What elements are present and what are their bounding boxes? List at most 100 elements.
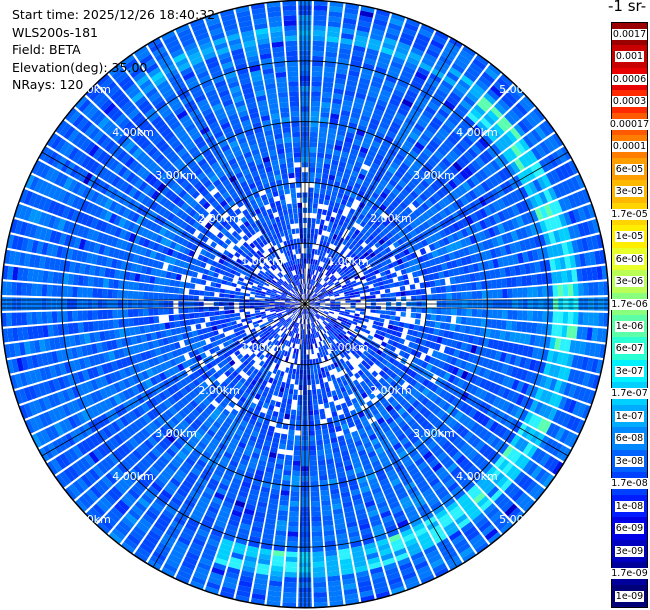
range-gate	[369, 291, 376, 296]
range-gate	[448, 165, 459, 176]
range-gate	[465, 215, 474, 225]
range-gate	[322, 86, 333, 93]
range-gate	[193, 289, 200, 296]
range-gate	[343, 267, 350, 274]
range-gate	[291, 373, 296, 380]
range-gate	[436, 336, 443, 344]
range-gate	[315, 304, 321, 306]
range-gate	[378, 223, 386, 231]
range-gate	[339, 255, 345, 262]
range-gate	[323, 438, 331, 445]
range-gate	[390, 306, 397, 311]
range-gate	[349, 292, 355, 296]
range-gate	[443, 346, 451, 355]
range-gate	[315, 304, 321, 306]
range-gate	[225, 318, 232, 323]
range-gate	[316, 444, 324, 451]
range-gate	[577, 387, 587, 402]
range-gate	[298, 384, 303, 391]
range-gate	[571, 239, 579, 254]
range-gate	[416, 358, 424, 367]
range-gate	[557, 366, 566, 380]
range-gate	[259, 300, 265, 303]
range-gate	[568, 433, 579, 449]
range-gate	[357, 151, 367, 159]
range-gate	[259, 305, 265, 308]
range-gate	[577, 283, 584, 296]
range-gate	[567, 368, 576, 383]
range-gate	[277, 391, 284, 398]
range-gate	[398, 338, 406, 345]
range-gate	[407, 167, 417, 177]
range-gate	[342, 317, 348, 322]
range-gate	[344, 136, 354, 144]
range-gate	[421, 307, 427, 314]
range-gate	[505, 164, 517, 177]
range-gate	[280, 326, 286, 331]
range-gate	[148, 308, 154, 316]
range-gate	[286, 444, 294, 451]
range-gate	[506, 377, 515, 389]
range-gate	[363, 204, 371, 212]
range-gate	[375, 8, 391, 18]
range-gate	[325, 148, 334, 155]
range-gate	[433, 241, 441, 250]
range-gate	[312, 55, 324, 62]
range-gate	[382, 279, 389, 285]
range-gate	[576, 238, 584, 253]
range-gate	[547, 187, 558, 201]
range-gate	[395, 153, 405, 162]
range-gate	[397, 192, 406, 201]
range-gate	[318, 309, 324, 313]
range-gate	[314, 187, 320, 194]
range-gate	[514, 265, 521, 276]
range-gate	[519, 264, 526, 275]
range-gate	[122, 309, 129, 318]
range-gate	[398, 280, 405, 287]
range-gate	[370, 80, 382, 89]
range-gate	[433, 358, 441, 367]
range-gate	[552, 184, 563, 199]
range-gate	[581, 267, 588, 282]
range-gate	[553, 379, 563, 393]
range-gate	[377, 126, 388, 135]
range-gate	[288, 521, 299, 527]
range-gate	[310, 501, 321, 507]
range-gate	[397, 230, 405, 238]
range-gate	[352, 255, 359, 262]
range-gate	[334, 78, 346, 85]
range-gate	[398, 148, 408, 158]
range-gate	[357, 261, 364, 267]
range-gate	[407, 329, 414, 336]
range-gate	[338, 52, 351, 60]
range-gate	[532, 416, 543, 429]
range-gate	[377, 245, 385, 253]
range-gate	[456, 103, 469, 115]
range-gate	[420, 361, 429, 369]
range-gate	[339, 312, 345, 316]
range-gate	[510, 230, 519, 242]
range-gate	[467, 335, 475, 344]
range-gate	[531, 347, 539, 359]
range-gate	[455, 341, 463, 350]
range-gate	[413, 159, 423, 169]
range-gate	[403, 94, 416, 104]
range-gate	[416, 331, 424, 339]
range-gate	[219, 310, 225, 315]
range-gate	[423, 52, 438, 64]
range-gate	[409, 229, 418, 238]
range-gate	[328, 281, 334, 286]
range-gate	[380, 293, 386, 298]
range-gate	[271, 324, 277, 329]
range-gate	[574, 340, 582, 354]
range-gate	[451, 308, 457, 316]
range-gate	[421, 294, 427, 301]
range-gate	[470, 175, 480, 186]
range-gate	[557, 228, 566, 242]
range-gate	[313, 233, 318, 240]
range-gate	[440, 315, 447, 323]
range-gate	[214, 311, 220, 316]
range-gate	[514, 407, 525, 420]
range-gate	[133, 282, 140, 291]
range-gate	[570, 176, 581, 191]
